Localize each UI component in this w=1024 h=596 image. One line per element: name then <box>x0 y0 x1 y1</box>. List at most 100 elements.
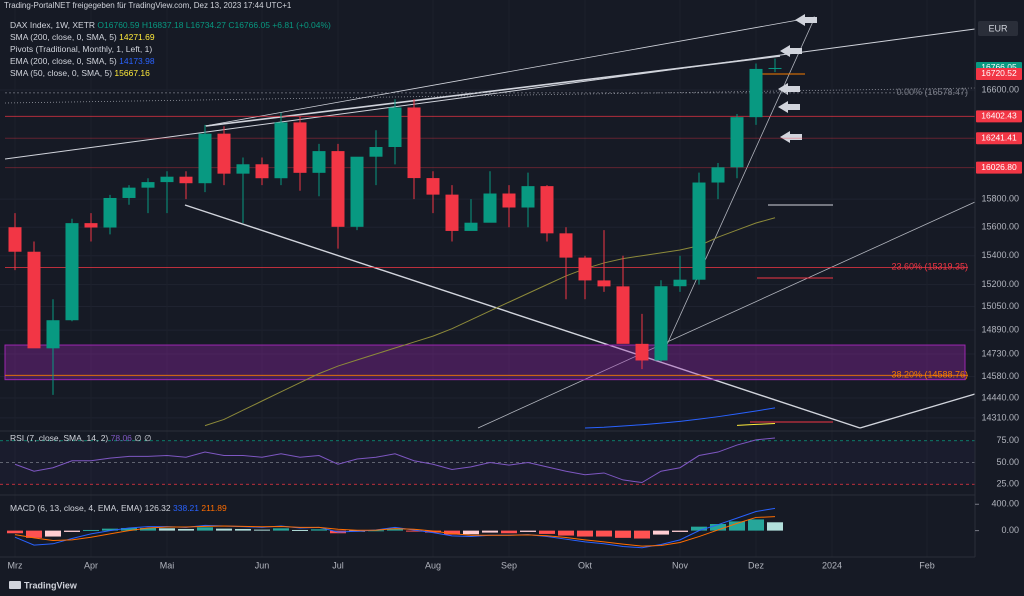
candle-body <box>749 68 763 118</box>
overlay-line <box>736 422 776 426</box>
price-badge <box>976 132 1022 145</box>
zone <box>4 344 966 381</box>
legend-entry: SMA (200, close, 0, SMA, 5) 14271.69 <box>10 32 155 42</box>
macd-bar <box>273 528 289 531</box>
macd-value: 338.21 <box>173 503 199 513</box>
x-tick-label: Feb <box>919 560 935 570</box>
macd-bar <box>102 528 118 531</box>
candle-body <box>616 286 630 344</box>
rsi-tick-label: 25.00 <box>996 479 1019 489</box>
macd-bar <box>216 528 232 531</box>
macd-bar <box>444 530 460 535</box>
price-badge-label: 16026.80 <box>981 162 1017 172</box>
candle-body <box>464 222 478 231</box>
candle-body <box>103 197 117 228</box>
candle-body <box>141 182 155 188</box>
candle-body <box>65 223 79 321</box>
signal-line <box>14 516 776 547</box>
drawings <box>4 14 976 429</box>
x-tick-label: Jun <box>255 560 270 570</box>
marks: 0.00% (16578.47) 23.60% (15319.35) 38.20% … <box>0 58 975 549</box>
macd-bar <box>45 530 61 537</box>
candle-body <box>84 223 98 228</box>
x-tick-label: Mai <box>160 560 175 570</box>
macd-bar <box>672 530 688 532</box>
macd-bar <box>482 530 498 533</box>
macd-bar <box>159 528 175 531</box>
candle-body <box>426 178 440 195</box>
candle-body <box>445 194 459 231</box>
share-title: Trading-PortalNET freigegeben für Tradin… <box>4 1 292 10</box>
macd-bar <box>121 527 137 531</box>
macd-bar <box>501 530 517 534</box>
x-tick-label: Nov <box>672 560 689 570</box>
x-tick-label: Okt <box>578 560 593 570</box>
brand-text: TradingView <box>24 580 78 590</box>
currency-button[interactable] <box>978 21 1018 36</box>
candle-body <box>730 117 744 168</box>
overlay-line <box>204 217 776 427</box>
y-tick-label: 14730.00 <box>981 348 1019 358</box>
legend-value: 14173.98 <box>119 56 155 66</box>
candle-body <box>312 151 326 173</box>
price-badge-label: 16720.52 <box>981 68 1017 78</box>
candle-body <box>217 133 231 174</box>
macd-bar <box>197 527 213 531</box>
candle-body <box>160 176 174 183</box>
price-badge-label: 16241.41 <box>981 132 1017 142</box>
macd-bar <box>406 530 422 532</box>
macd-bar <box>64 530 80 532</box>
candle-body <box>578 257 592 281</box>
x-tick-label: Sep <box>501 560 517 570</box>
macd-bar <box>748 519 764 531</box>
trend-line <box>205 55 781 127</box>
legend-name: EMA (200, close, 0, SMA, 5) <box>10 56 117 66</box>
symbol-line: DAX Index, 1W, XETR O16760.59 H16837.18 … <box>10 20 331 30</box>
x-tick-label: Aug <box>425 560 441 570</box>
macd-bar <box>387 528 403 531</box>
macd-bar <box>653 530 669 535</box>
macd-bar <box>558 530 574 536</box>
price-badge <box>976 110 1022 123</box>
macd-bar <box>729 521 745 531</box>
currency[interactable]: EUR <box>988 23 1008 33</box>
macd-bar <box>520 530 536 532</box>
macd-tick-label: 0.00 <box>1001 525 1019 535</box>
macd-bar <box>767 522 783 531</box>
macd-tick-label: 400.00 <box>991 499 1019 509</box>
price-badge-label: 16402.43 <box>981 111 1017 121</box>
ohlc: O16760.59 H16837.18 L16734.27 C16766.05 … <box>97 20 331 30</box>
candle-body <box>388 107 402 147</box>
x-tick-label: Dez <box>748 560 765 570</box>
macd-bar <box>254 529 270 531</box>
price-badge-label: 16766.05 <box>981 62 1017 72</box>
x-tick-label: Apr <box>84 560 98 570</box>
candle-body <box>521 186 535 208</box>
candle-body <box>654 286 668 361</box>
macd-legend: MACD (6, 13, close, 4, EMA, EMA) 126.32 … <box>10 503 227 513</box>
price-badge <box>976 161 1022 174</box>
signal-value: 211.89 <box>201 503 227 513</box>
overlay-line <box>584 407 776 429</box>
candle-body <box>293 122 307 173</box>
macd-line <box>14 507 776 549</box>
macd-bar <box>615 530 631 538</box>
macd-bar <box>311 529 327 531</box>
candle-body <box>350 156 364 227</box>
legend-name: Pivots (Traditional, Monthly, 1, Left, 1… <box>10 44 152 54</box>
candle-body <box>255 164 269 179</box>
macd-bar <box>463 530 479 535</box>
legend-name: SMA (50, close, 0, SMA, 5) <box>10 68 112 78</box>
macd-bar <box>178 528 194 531</box>
y-tick-label: 15600.00 <box>981 222 1019 232</box>
rsi-tick-label: 75.00 <box>996 435 1019 445</box>
macd-bar <box>26 530 42 538</box>
macd-bar <box>292 529 308 531</box>
y-tick-label: 15800.00 <box>981 193 1019 203</box>
macd-bar <box>577 530 593 537</box>
y-tick-label: 15200.00 <box>981 279 1019 289</box>
arrows <box>778 14 817 143</box>
candle-body <box>274 122 288 179</box>
rsi-title: RSI (7, close, SMA, 14, 2) <box>10 433 108 443</box>
